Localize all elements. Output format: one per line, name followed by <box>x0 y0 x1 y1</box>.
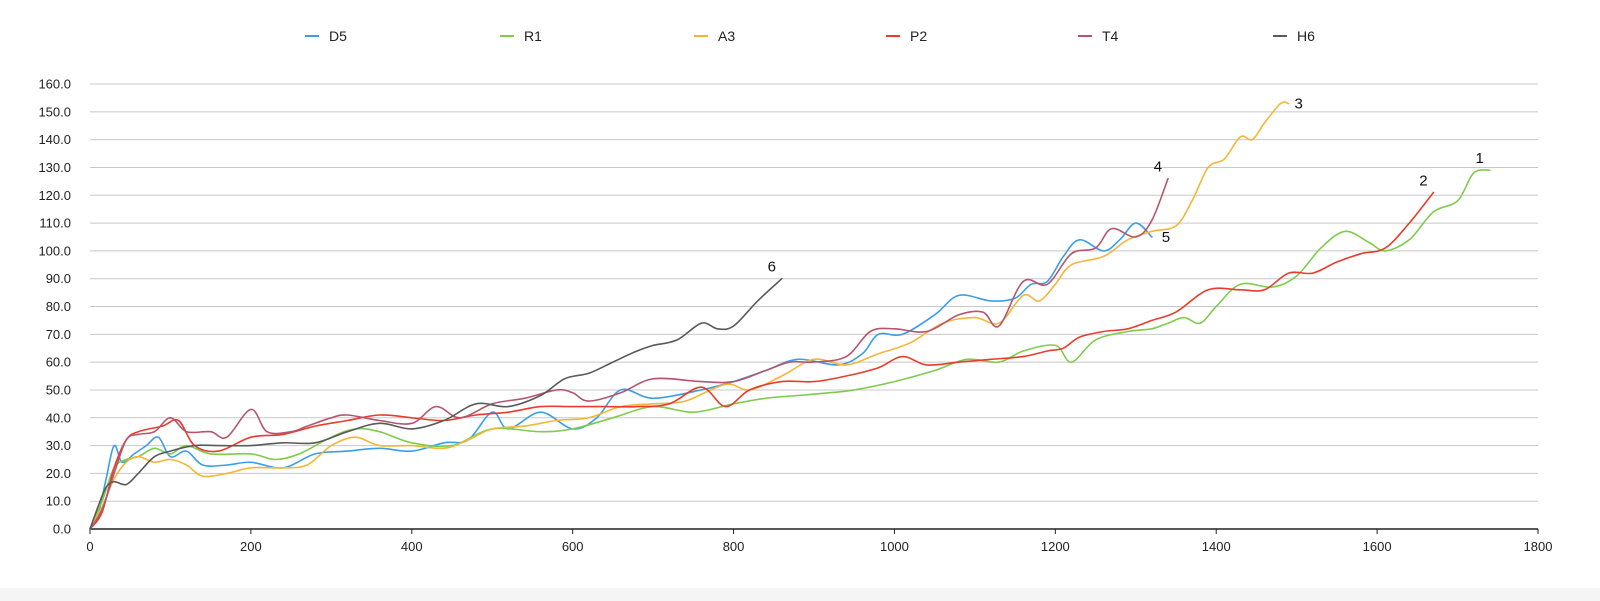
y-tick-label: 130.0 <box>38 160 71 175</box>
legend-item-r1[interactable]: R1 <box>500 28 542 44</box>
y-tick-label: 150.0 <box>38 104 71 119</box>
x-axis: 0 200 400 600 800 1000 1200 1400 1600 1800 <box>86 528 1553 554</box>
y-axis: 0.0 10.0 20.0 30.0 40.0 50.0 60.0 70.0 80.0 90.0 1… <box>38 77 71 537</box>
y-tick-label: 30.0 <box>46 438 71 453</box>
legend-label: A3 <box>718 28 735 44</box>
legend-item-a3[interactable]: A3 <box>694 28 735 44</box>
y-tick-label: 50.0 <box>46 382 71 397</box>
x-tick-label: 1200 <box>1041 539 1070 554</box>
series-end-label: 1 <box>1476 150 1484 167</box>
legend-item-h6[interactable]: H6 <box>1273 28 1315 44</box>
y-tick-label: 60.0 <box>46 355 71 370</box>
y-tick-label: 10.0 <box>46 494 71 509</box>
x-tick-label: 0 <box>86 539 93 554</box>
x-tick-label: 1800 <box>1524 539 1553 554</box>
y-tick-label: 40.0 <box>46 410 71 425</box>
y-tick-label: 70.0 <box>46 327 71 342</box>
y-tick-label: 90.0 <box>46 271 71 286</box>
series-line-a3 <box>89 101 1290 530</box>
legend: D5 R1 A3 P2 T4 H6 <box>305 28 1315 44</box>
series-line-p2 <box>89 191 1435 530</box>
series-end-label: 6 <box>768 259 776 276</box>
legend-label: P2 <box>910 28 927 44</box>
series-end-label: 3 <box>1294 95 1302 112</box>
y-tick-label: 100.0 <box>38 243 71 258</box>
y-tick-label: 20.0 <box>46 466 71 481</box>
x-tick-label: 200 <box>240 539 262 554</box>
x-tick-label: 1400 <box>1202 539 1231 554</box>
legend-label: D5 <box>329 28 347 44</box>
grid-lines <box>90 83 1538 530</box>
legend-label: T4 <box>1102 28 1119 44</box>
series-lines <box>89 101 1491 530</box>
legend-item-t4[interactable]: T4 <box>1078 28 1119 44</box>
x-tick-label: 1000 <box>880 539 909 554</box>
y-tick-label: 80.0 <box>46 299 71 314</box>
series-line-h6 <box>89 277 783 530</box>
legend-label: H6 <box>1297 28 1315 44</box>
series-line-r1 <box>89 169 1491 530</box>
series-end-labels: 5 1 3 2 4 6 <box>768 95 1484 275</box>
y-tick-label: 120.0 <box>38 188 71 203</box>
legend-label: R1 <box>524 28 542 44</box>
series-end-label: 5 <box>1162 229 1170 246</box>
x-tick-label: 1600 <box>1363 539 1392 554</box>
chart-area: D5 R1 A3 P2 T4 H6 0.0 10.0 20.0 30.0 40.0 50.0 60.0… <box>38 28 1553 554</box>
y-tick-label: 140.0 <box>38 132 71 147</box>
y-tick-label: 110.0 <box>39 216 71 231</box>
x-tick-label: 800 <box>723 539 745 554</box>
legend-item-d5[interactable]: D5 <box>305 28 347 44</box>
series-line-t4 <box>89 177 1169 530</box>
y-tick-label: 160.0 <box>38 77 71 92</box>
series-line-d5 <box>89 222 1153 530</box>
x-tick-label: 400 <box>401 539 423 554</box>
line-chart: D5 R1 A3 P2 T4 H6 0.010.020.030.040.050.060.0… <box>38 28 1553 554</box>
series-end-label: 2 <box>1419 172 1427 189</box>
legend-item-p2[interactable]: P2 <box>886 28 927 44</box>
y-tick-label: 0.0 <box>53 522 71 537</box>
series-end-label: 4 <box>1154 159 1162 176</box>
x-tick-label: 600 <box>562 539 584 554</box>
